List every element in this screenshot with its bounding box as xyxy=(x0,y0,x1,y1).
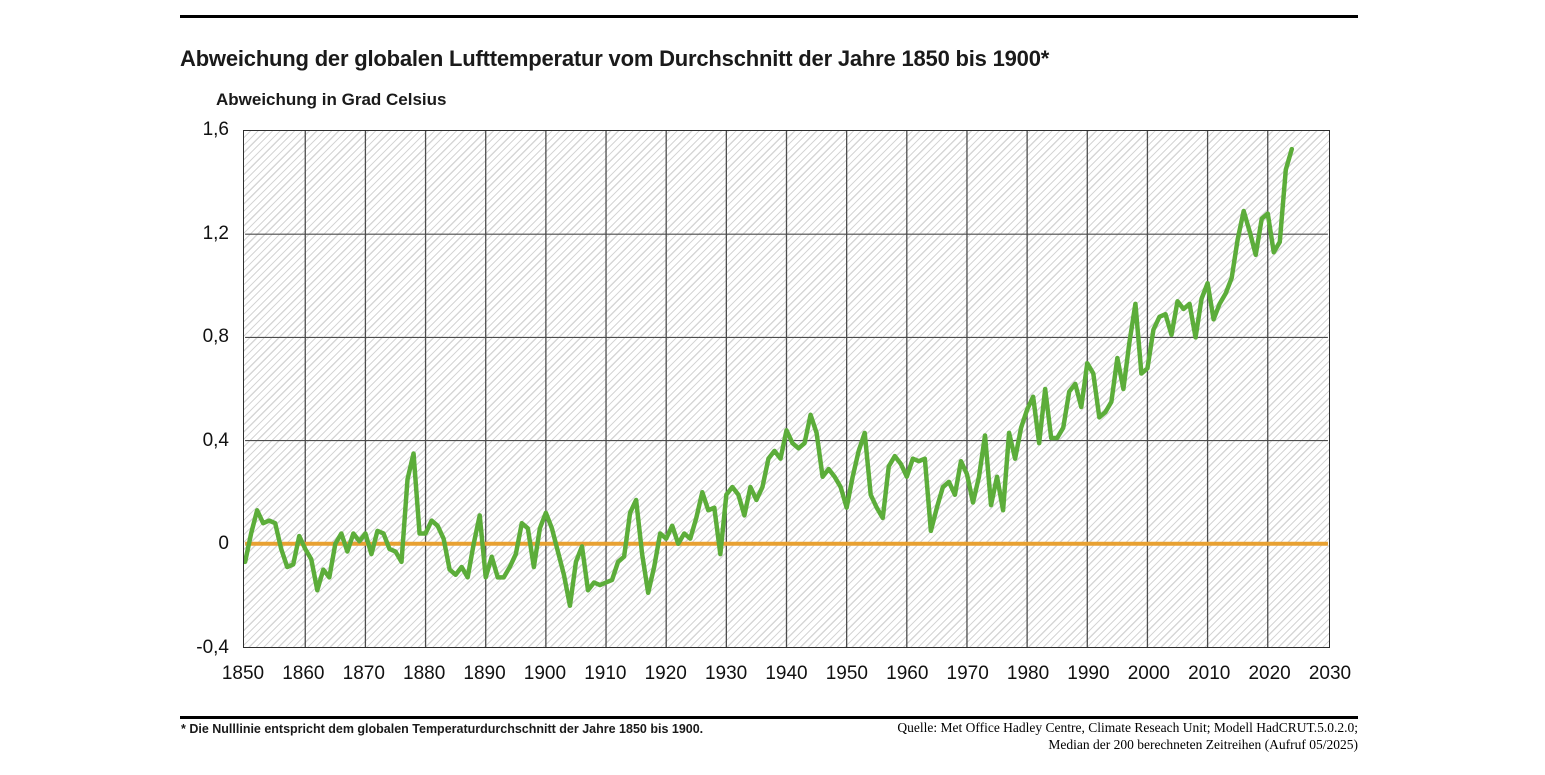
x-tick-label: 1860 xyxy=(282,663,325,684)
x-tick-label: 1930 xyxy=(704,663,748,684)
x-tick-label: 1880 xyxy=(403,663,446,684)
x-tick-label: 1990 xyxy=(1067,663,1110,684)
source-line-1: Quelle: Met Office Hadley Centre, Climat… xyxy=(897,720,1358,735)
top-rule xyxy=(180,15,1358,18)
source-line-2: Median der 200 berechneten Zeitreihen (A… xyxy=(1048,737,1358,752)
x-tick-label: 1950 xyxy=(825,663,869,684)
footnote: * Die Nulllinie entspricht dem globalen … xyxy=(181,722,704,736)
x-tick-label: 2000 xyxy=(1127,663,1170,684)
x-tick-label: 2030 xyxy=(1308,663,1352,684)
x-tick-label: 1980 xyxy=(1006,663,1050,684)
plot-area xyxy=(243,130,1330,648)
x-tick-label: 1920 xyxy=(644,663,687,684)
y-tick-label: 0,4 xyxy=(202,429,229,451)
x-tick-label: 1890 xyxy=(463,663,506,684)
y-tick-label: 1,2 xyxy=(202,222,229,244)
temperature-line xyxy=(244,146,1295,608)
x-tick-label: 2010 xyxy=(1188,663,1231,684)
y-tick-label: 0,8 xyxy=(202,326,229,348)
x-tick-label: 1900 xyxy=(523,663,567,684)
chart-title: Abweichung der globalen Lufttemperatur v… xyxy=(180,45,1050,71)
y-tick-label: 1,6 xyxy=(202,119,229,140)
chart-canvas xyxy=(244,131,1328,647)
x-tick-label: 1850 xyxy=(221,663,265,684)
y-axis-title: Abweichung in Grad Celsius xyxy=(216,90,447,109)
x-tick-label: 1870 xyxy=(342,663,385,684)
source-note: Quelle: Met Office Hadley Centre, Climat… xyxy=(658,719,1358,753)
x-tick-label: 2020 xyxy=(1248,663,1291,684)
bottom-rule xyxy=(180,716,1358,719)
x-tick-label: 1970 xyxy=(946,663,989,684)
x-tick-label: 1960 xyxy=(886,663,929,684)
y-tick-label: -0,4 xyxy=(196,637,229,658)
x-tick-label: 1940 xyxy=(765,663,808,684)
y-tick-label: 0 xyxy=(218,533,229,555)
x-tick-label: 1910 xyxy=(584,663,627,684)
